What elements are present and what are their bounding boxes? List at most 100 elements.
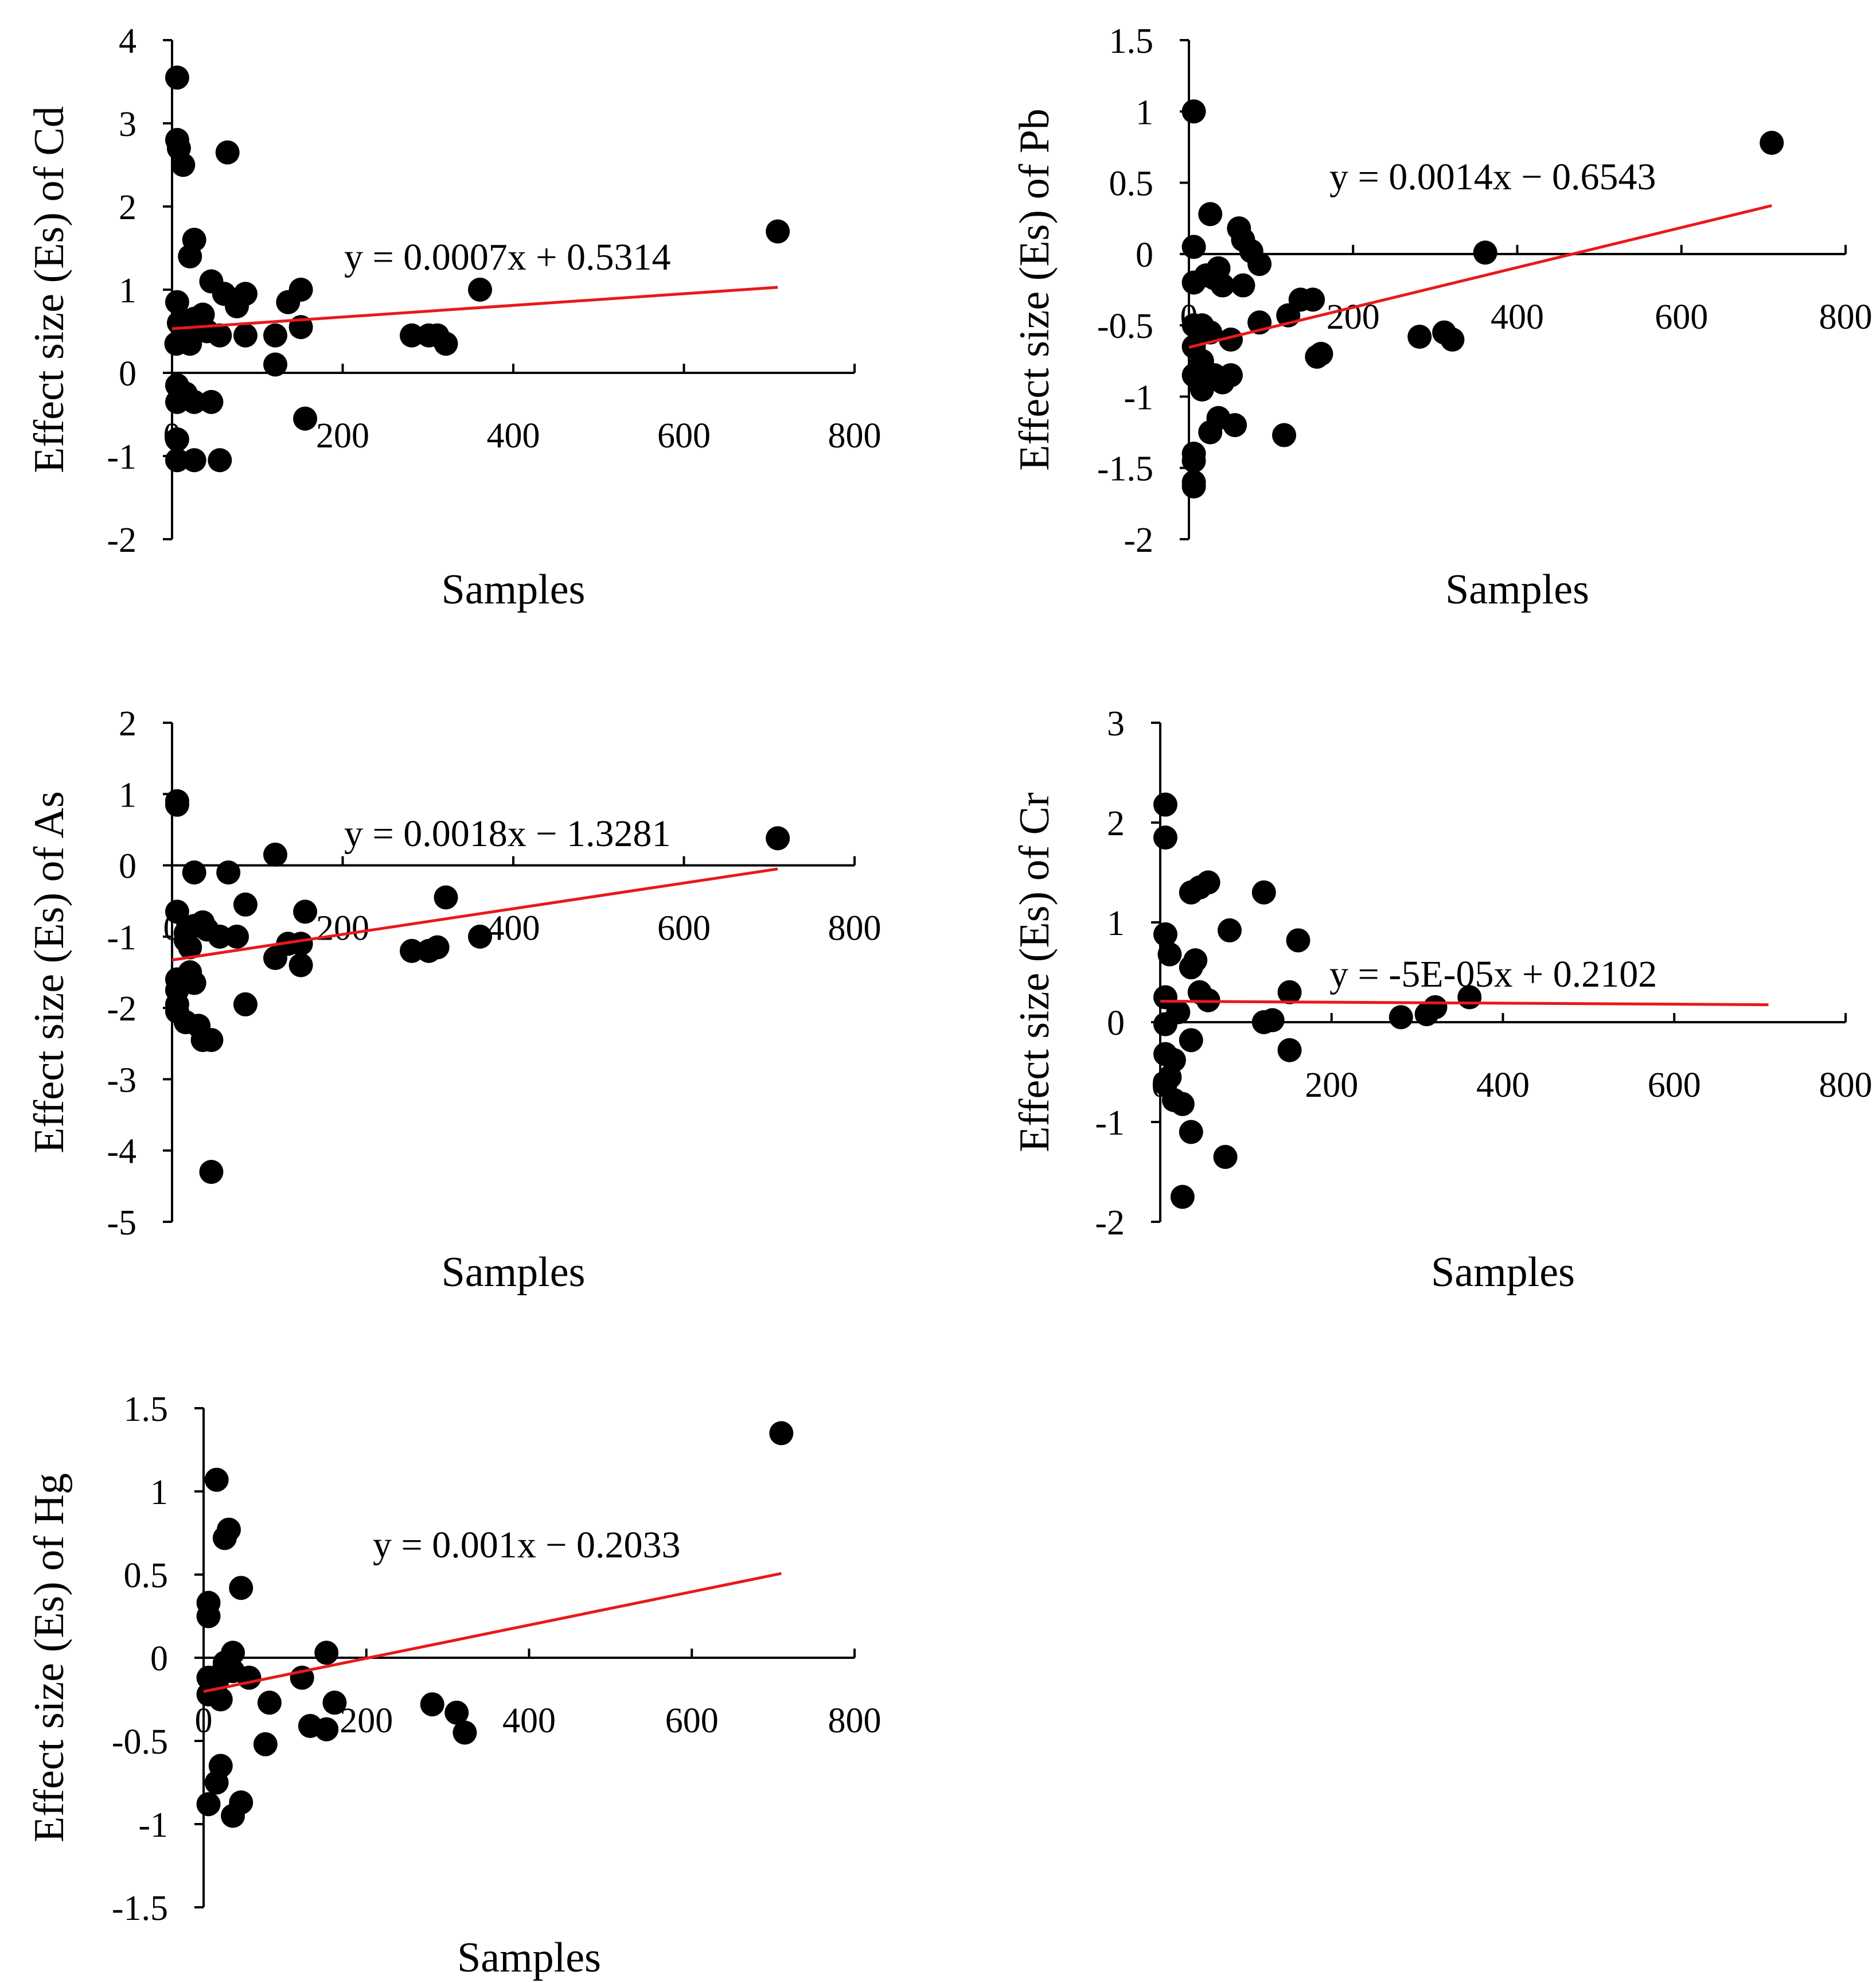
data-point [1286, 928, 1311, 953]
data-point [1277, 1038, 1302, 1062]
x-tick-label: 600 [1648, 1066, 1701, 1105]
data-point [1260, 1008, 1285, 1033]
data-point [1305, 344, 1329, 369]
x-axis-title: Samples [457, 1934, 601, 1981]
y-axis-title: Effect size (Es) of Cd [26, 106, 73, 473]
data-point [196, 1604, 221, 1629]
data-point [766, 219, 790, 244]
data-point [171, 153, 196, 177]
data-point [453, 1720, 477, 1745]
y-tick-label: 1 [119, 271, 136, 310]
data-point [467, 278, 492, 302]
x-tick-label: 800 [828, 909, 882, 948]
y-tick-label: 1 [1136, 93, 1153, 132]
y-tick-label: 0 [150, 1639, 168, 1678]
data-point [263, 323, 287, 348]
y-tick-label: -3 [107, 1061, 136, 1100]
data-point [199, 1160, 224, 1184]
y-tick-label: 1.5 [124, 1390, 169, 1429]
data-point [1760, 130, 1784, 155]
x-axis-title: Samples [1431, 1249, 1575, 1296]
x-tick-label: 800 [1819, 1066, 1873, 1105]
data-point [1153, 792, 1177, 817]
data-point [1179, 880, 1203, 905]
x-tick-label: 200 [1305, 1066, 1358, 1105]
data-point [322, 1690, 347, 1715]
data-point [1170, 1092, 1195, 1116]
data-point [165, 427, 189, 451]
data-point [1153, 1012, 1177, 1037]
data-point [208, 448, 232, 473]
data-point [1251, 880, 1276, 905]
data-point [1440, 328, 1465, 352]
y-tick-label: -5 [107, 1203, 136, 1242]
y-tick-label: 1 [1107, 904, 1125, 943]
data-point [399, 938, 424, 963]
data-point [1170, 1185, 1195, 1209]
y-tick-label: -2 [107, 521, 136, 560]
x-tick-label: 200 [316, 416, 369, 455]
data-point [769, 1421, 794, 1446]
data-point [1407, 325, 1432, 349]
data-point [225, 924, 249, 949]
data-point [165, 792, 189, 817]
data-point [1181, 270, 1206, 295]
y-tick-label: 0.5 [124, 1556, 169, 1595]
y-tick-label: 0 [119, 354, 136, 394]
data-point [288, 932, 313, 956]
y-tick-label: 0.5 [1109, 165, 1154, 204]
data-point [293, 899, 318, 924]
data-point [263, 352, 287, 377]
data-point [165, 65, 189, 90]
y-tick-label: -2 [1124, 521, 1153, 560]
data-point [199, 389, 224, 414]
data-point [182, 448, 206, 473]
data-point [1423, 995, 1448, 1019]
data-point [288, 953, 313, 977]
data-point [1181, 449, 1206, 473]
data-point [178, 332, 202, 356]
data-point [204, 1770, 229, 1795]
y-tick-label: 2 [119, 704, 136, 743]
data-point [1153, 825, 1177, 850]
y-tick-label: -0.5 [1097, 307, 1153, 346]
x-tick-label: 400 [1476, 1066, 1530, 1105]
data-point [199, 1028, 224, 1053]
data-point [233, 282, 258, 306]
data-point [182, 860, 206, 885]
x-tick-label: 800 [828, 1701, 882, 1740]
data-point [178, 244, 202, 268]
y-tick-label: -1 [107, 438, 136, 477]
data-point [1153, 922, 1177, 946]
y-tick-label: 3 [119, 105, 136, 144]
data-point [165, 899, 189, 924]
data-point [215, 140, 240, 165]
data-point [1189, 377, 1214, 402]
data-point [1179, 955, 1203, 980]
x-tick-label: 800 [1819, 298, 1873, 337]
y-tick-label: 4 [119, 22, 136, 61]
x-tick-label: 400 [487, 909, 540, 948]
y-tick-label: -1 [1124, 378, 1153, 417]
data-point [178, 935, 202, 960]
data-point [420, 1692, 444, 1717]
data-point [1217, 918, 1242, 942]
x-tick-label: 600 [1655, 298, 1708, 337]
data-point [1272, 423, 1297, 447]
x-tick-label: 800 [828, 416, 882, 455]
trendline-equation: y = 0.001x − 0.2033 [373, 1524, 680, 1566]
y-axis-title: Effect size (Es) of Pb [1011, 108, 1058, 471]
y-tick-label: 0 [1107, 1004, 1125, 1043]
data-point [288, 278, 313, 302]
y-tick-label: -4 [107, 1132, 136, 1171]
data-point [221, 1803, 245, 1828]
y-tick-label: -1.5 [112, 1889, 168, 1928]
data-point [233, 892, 258, 917]
trendline-equation: y = 0.0018x − 1.3281 [344, 813, 670, 855]
data-point [314, 1641, 339, 1665]
data-point [233, 323, 258, 348]
y-tick-label: -1.5 [1097, 450, 1153, 489]
data-point [444, 1700, 469, 1725]
data-point [1198, 420, 1223, 445]
